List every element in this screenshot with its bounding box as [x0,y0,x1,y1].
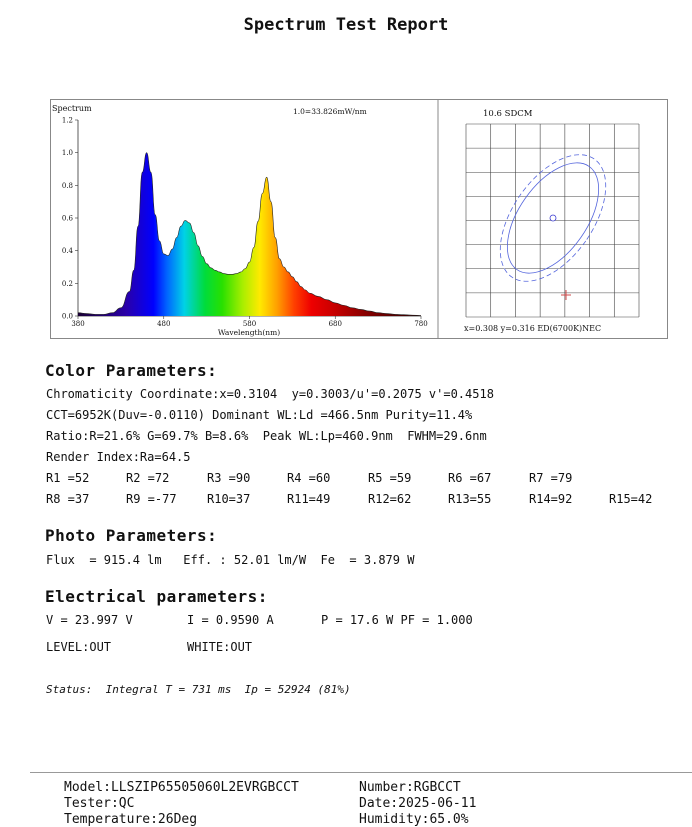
date-field: Date:2025-06-11 [359,796,477,811]
current-value: I = 0.9590 A [187,613,274,627]
sdcm-grid [465,123,640,318]
y-tick-label: 0.2 [62,280,73,288]
r-value: R8 =37 [46,492,90,506]
x-tick-label: 780 [414,320,427,328]
level-value: LEVEL:OUT [46,640,112,654]
color-parameters-heading: Color Parameters: [45,361,218,380]
white-value: WHITE:OUT [187,640,253,654]
y-tick-label: 0.6 [62,215,74,223]
y-tick-label: 0.8 [62,182,73,190]
sdcm-center-point [549,214,557,222]
power-value: P = 17.6 W PF = 1.000 [321,613,473,627]
x-tick-label: 480 [157,320,170,328]
sdcm-title: 10.6 SDCM [483,109,533,119]
voltage-value: V = 23.997 V [46,613,133,627]
r-value: R14=92 [529,492,573,506]
spectrum-scale-annotation: 1.0=33.826mW/nm [293,107,367,116]
sdcm-readout: x=0.308 y=0.316 ED(6700K)NEC [464,324,601,333]
y-tick-label: 0.0 [62,313,73,321]
r-value: R11=49 [287,492,331,506]
y-tick-label: 1.2 [62,117,73,125]
footer-divider [30,772,692,773]
ratio-line: Ratio:R=21.6% G=69.7% B=8.6% Peak WL:Lp=… [46,429,487,443]
r-value: R15=42 [609,492,653,506]
r-value: R6 =67 [448,471,492,485]
r-value: R4 =60 [287,471,331,485]
r-value: R7 =79 [529,471,573,485]
x-tick-label: 380 [71,320,84,328]
spectrum-chart: Spectrum 1.0=33.826mW/nm 0.0 0.2 0.4 0.6 0.8… [52,100,640,338]
electrical-parameters-heading: Electrical parameters: [45,587,268,606]
r-value: R5 =59 [368,471,412,485]
photo-parameters-heading: Photo Parameters: [45,526,218,545]
humidity-field: Humidity:65.0% [359,812,469,827]
model-field: Model:LLSZIP65505060L2EVRGBCCT [64,780,299,795]
spectrum-outline [77,152,422,316]
r-value: R10=37 [207,492,251,506]
spectrum-xlabel: Wavelength(nm) [218,328,280,337]
chromaticity-line: Chromaticity Coordinate:x=0.3104 y=0.300… [46,387,494,401]
tester-field: Tester:QC [64,796,135,811]
x-tick-label: 680 [329,320,342,328]
sdcm-ellipse-outer [499,154,607,282]
y-tick-label: 0.4 [62,247,74,255]
sdcm-ellipse-inner [506,162,600,274]
r-value: R1 =52 [46,471,90,485]
flux-line: Flux = 915.4 lm Eff. : 52.01 lm/W Fe = 3… [46,553,415,567]
y-tick-label: 1.0 [62,149,73,157]
spectrum-title: Spectrum [52,104,92,113]
spectrum-panel: Spectrum 1.0=33.826mW/nm 0.0 0.2 0.4 0.6 0.8… [50,99,668,339]
spectrum-tick-labels: 0.0 0.2 0.4 0.6 0.8 1.0 1.2 380 480 580 680 780 [62,117,428,329]
cct-line: CCT=6952K(Duv=-0.0110) Dominant WL:Ld =4… [46,408,473,422]
r-value: R2 =72 [126,471,170,485]
report-title: Spectrum Test Report [243,15,449,35]
r-values-row-1: R1 =52 R2 =72 R3 =90 R4 =60 R5 =59 R6 =6… [46,471,686,487]
status-line: Status: Integral T = 731 ms Ip = 52924 (… [46,683,351,696]
r-values-row-2: R8 =37 R9 =-77 R10=37 R11=49 R12=62 R13=… [46,492,686,508]
render-index-line: Render Index:Ra=64.5 [46,450,191,464]
r-value: R9 =-77 [126,492,177,506]
number-field: Number:RGBCCT [359,780,461,795]
spectrum-area [78,152,421,316]
temperature-field: Temperature:26Deg [64,812,198,827]
r-value: R12=62 [368,492,412,506]
x-tick-label: 580 [243,320,256,328]
measured-point-marker [561,290,571,300]
r-value: R13=55 [448,492,492,506]
r-value: R3 =90 [207,471,251,485]
